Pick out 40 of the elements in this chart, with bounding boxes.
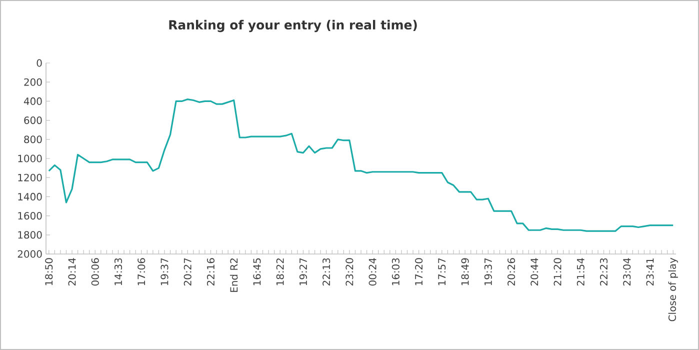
x-tick-label: 00:24 bbox=[368, 258, 376, 286]
y-tick-label: 1800 bbox=[18, 231, 42, 239]
x-tick-label: 23:04 bbox=[623, 258, 631, 286]
x-tick-label: 17:57 bbox=[438, 258, 446, 286]
x-tick-label: 16:03 bbox=[392, 258, 400, 286]
x-tick-label: 19:27 bbox=[299, 258, 307, 286]
x-tick-label: End R2 bbox=[230, 258, 238, 292]
x-tick-label: 23:20 bbox=[346, 258, 354, 286]
x-tick-label: Close of play bbox=[668, 258, 678, 322]
y-tick-label: 400 bbox=[24, 97, 42, 105]
x-tick-label: 22:13 bbox=[322, 258, 330, 286]
x-tick-label: 17:20 bbox=[415, 258, 423, 286]
y-tick-label: 1600 bbox=[18, 212, 42, 220]
x-tick-label: 16:45 bbox=[253, 258, 261, 286]
x-tick-label: 23:41 bbox=[646, 258, 654, 286]
y-tick-label: 1400 bbox=[18, 192, 42, 200]
x-tick-label: 21:54 bbox=[576, 258, 584, 286]
y-tick-label: 800 bbox=[24, 136, 42, 144]
y-tick-label: 600 bbox=[24, 116, 42, 124]
x-tick-label: 19:37 bbox=[484, 258, 492, 286]
x-tick-label: 20:27 bbox=[184, 258, 192, 286]
x-tick-label: 22:23 bbox=[600, 258, 608, 286]
x-tick-label: 18:22 bbox=[276, 258, 284, 286]
x-tick-label: 20:44 bbox=[530, 258, 538, 286]
y-tick-label: 2000 bbox=[18, 250, 42, 258]
x-tick-label: 18:49 bbox=[461, 258, 469, 286]
x-tick-label: 20:14 bbox=[68, 258, 76, 286]
x-tick-label: 17:06 bbox=[138, 258, 146, 286]
x-tick-label: 20:26 bbox=[508, 258, 516, 286]
x-tick-label: 22:16 bbox=[206, 258, 214, 286]
chart-title: Ranking of your entry (in real time) bbox=[169, 20, 417, 32]
y-tick-label: 0 bbox=[36, 59, 42, 67]
x-tick-label: 21:20 bbox=[554, 258, 562, 286]
x-tick-label: 19:37 bbox=[160, 258, 168, 286]
y-tick-label: 1200 bbox=[18, 174, 42, 182]
x-tick-label: 18:50 bbox=[45, 258, 53, 286]
y-tick-label: 1000 bbox=[18, 154, 42, 162]
y-tick-label: 200 bbox=[24, 78, 42, 86]
x-tick-label: 14:33 bbox=[114, 258, 122, 286]
x-tick-label: 00:06 bbox=[91, 258, 99, 286]
